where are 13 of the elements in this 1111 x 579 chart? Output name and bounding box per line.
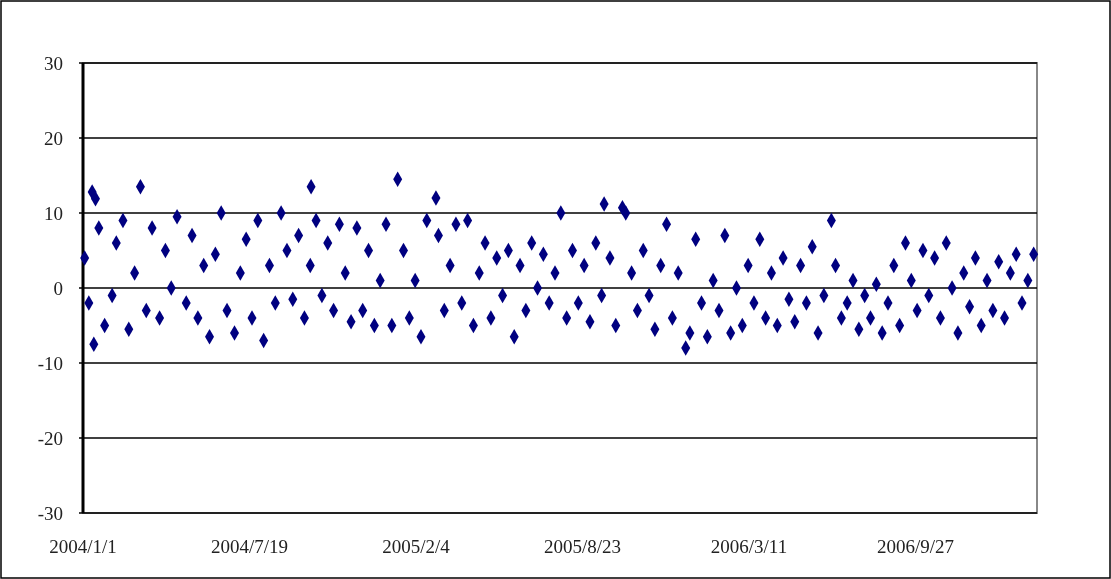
x-tick-label: 2006/3/11 (710, 536, 788, 557)
y-tick-label: 10 (44, 202, 63, 224)
x-tick-label: 2004/7/19 (210, 536, 289, 557)
x-tick-label: 2005/8/23 (543, 536, 622, 557)
x-tick-label: 2004/1/1 (49, 536, 117, 557)
y-tick-label: 20 (44, 127, 63, 149)
y-tick-label: -10 (37, 352, 63, 374)
x-tick-label: 2006/9/27 (876, 536, 954, 557)
y-tick-label: -20 (37, 427, 63, 449)
y-tick-label: 0 (53, 277, 63, 299)
y-tick-label: -30 (37, 502, 63, 524)
y-tick-label: 30 (44, 52, 63, 74)
x-tick-label: 2005/2/4 (382, 536, 451, 557)
